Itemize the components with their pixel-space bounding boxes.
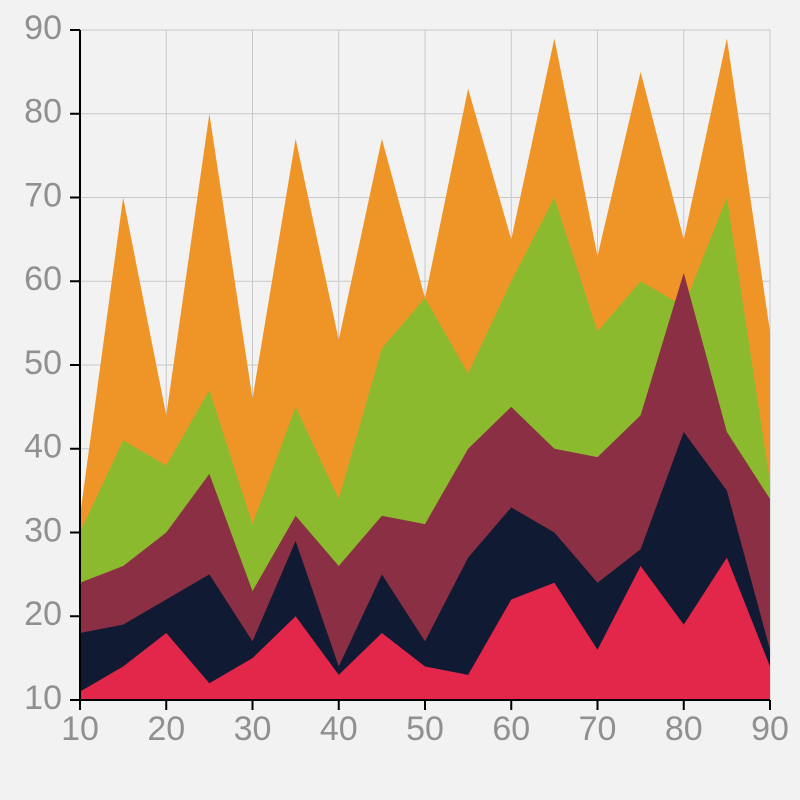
x-tick-label: 80: [665, 710, 703, 748]
y-tick-label: 40: [24, 428, 62, 466]
y-tick-label: 10: [24, 679, 62, 717]
x-tick-labels: 10 20 30 40 50 60 70 80 90: [61, 710, 789, 748]
chart-stage: 10 20 30 40 50 60 70 80 90 10 20 30 40 50 60 70 80 90: [0, 0, 800, 800]
x-tick-label: 40: [320, 710, 358, 748]
y-tick-label: 30: [24, 511, 62, 549]
y-tick-label: 60: [24, 260, 62, 298]
x-tick-label: 60: [492, 710, 530, 748]
y-tick-label: 20: [24, 595, 62, 633]
x-tick-label: 70: [579, 710, 617, 748]
y-tick-label: 80: [24, 93, 62, 131]
y-tick-labels: 10 20 30 40 50 60 70 80 90: [24, 9, 62, 717]
x-tick-label: 20: [147, 710, 185, 748]
x-tick-label: 50: [406, 710, 444, 748]
x-tick-label: 30: [234, 710, 272, 748]
y-tick-label: 70: [24, 176, 62, 214]
y-tick-label: 50: [24, 344, 62, 382]
x-tick-label: 10: [61, 710, 99, 748]
y-tick-label: 90: [24, 9, 62, 47]
area-chart: 10 20 30 40 50 60 70 80 90 10 20 30 40 50 60 70 80 90: [0, 0, 800, 800]
x-tick-label: 90: [751, 710, 789, 748]
